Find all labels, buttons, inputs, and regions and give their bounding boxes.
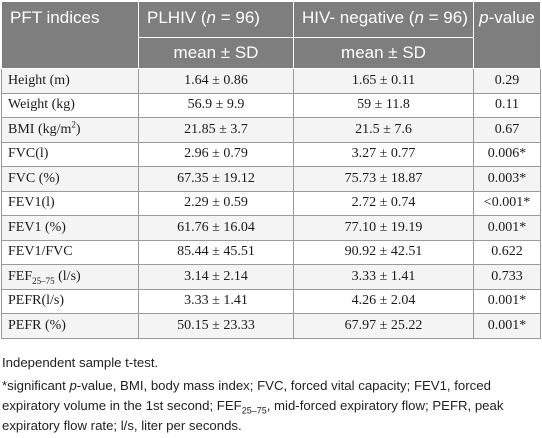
cell-plhiv: 3.14 ± 2.14 <box>138 264 294 290</box>
table-row: PEFR(l/s) 3.33 ± 1.41 4.26 ± 2.04 0.001* <box>1 288 541 314</box>
cell-plhiv: 1.64 ± 0.86 <box>138 68 294 94</box>
cell-p: 0.622 <box>473 239 541 265</box>
row-label: FVC(l) <box>1 141 139 167</box>
cell-plhiv: 85.44 ± 45.51 <box>138 239 294 265</box>
header-p-value: p-value <box>473 1 541 69</box>
header-row: PFT indices PLHIV (n = 96) HIV- negative… <box>1 1 541 69</box>
header-plhiv: PLHIV (n = 96) <box>138 1 294 38</box>
cell-p: 0.001* <box>473 313 541 339</box>
cell-p: 0.11 <box>473 92 541 118</box>
subheader-row: mean ± SD mean ± SD <box>2 37 541 69</box>
pft-table: PFT indices PLHIV (n = 96) HIV- negative… <box>1 1 541 339</box>
cell-p: 0.003* <box>473 166 541 192</box>
cell-neg: 1.65 ± 0.11 <box>293 68 474 94</box>
row-label: FEV1/FVC <box>1 239 139 265</box>
cell-neg: 21.5 ± 7.6 <box>293 117 474 143</box>
row-label: PEFR (%) <box>1 313 139 339</box>
row-label: Weight (kg) <box>1 92 139 118</box>
cell-neg: 77.10 ± 19.19 <box>293 215 474 241</box>
cell-p: <0.001* <box>473 190 541 216</box>
row-label: FEV1(l) <box>1 190 139 216</box>
subheader-neg-mean-sd: mean ± SD <box>293 37 474 69</box>
cell-plhiv: 2.96 ± 0.79 <box>138 141 294 167</box>
table-row: FVC(l) 2.96 ± 0.79 3.27 ± 0.77 0.006* <box>1 141 541 167</box>
table-row: FEV1/FVC 85.44 ± 45.51 90.92 ± 42.51 0.6… <box>1 239 541 265</box>
cell-neg: 3.33 ± 1.41 <box>293 264 474 290</box>
table-row: Weight (kg) 56.9 ± 9.9 59 ± 11.8 0.11 <box>1 92 541 118</box>
subheader-plhiv-mean-sd: mean ± SD <box>138 37 294 69</box>
table-row: FVC (%) 67.35 ± 19.12 75.73 ± 18.87 0.00… <box>1 166 541 192</box>
row-label: FEV1 (%) <box>1 215 139 241</box>
cell-p: 0.29 <box>473 68 541 94</box>
table-body: Height (m) 1.64 ± 0.86 1.65 ± 0.11 0.29 … <box>1 68 541 339</box>
header-hiv-negative: HIV- negative (n = 96) <box>293 1 474 38</box>
cell-neg: 3.27 ± 0.77 <box>293 141 474 167</box>
footnote-abbreviations: *significant p-value, BMI, body mass ind… <box>2 378 504 433</box>
table-row: FEV1(l) 2.29 ± 0.59 2.72 ± 0.74 <0.001* <box>1 190 541 216</box>
footnote-test: Independent sample t-test. <box>2 355 159 370</box>
cell-p: 0.001* <box>473 288 541 314</box>
table-footnotes: Independent sample t-test. *significant … <box>2 353 536 436</box>
cell-plhiv: 2.29 ± 0.59 <box>138 190 294 216</box>
cell-p: 0.006* <box>473 141 541 167</box>
row-label: Height (m) <box>1 68 139 94</box>
table-row: PEFR (%) 50.15 ± 23.33 67.97 ± 25.22 0.0… <box>1 313 541 339</box>
cell-plhiv: 61.76 ± 16.04 <box>138 215 294 241</box>
cell-neg: 59 ± 11.8 <box>293 92 474 118</box>
cell-p: 0.67 <box>473 117 541 143</box>
table-row: FEV1 (%) 61.76 ± 16.04 77.10 ± 19.19 0.0… <box>1 215 541 241</box>
cell-plhiv: 21.85 ± 3.7 <box>138 117 294 143</box>
row-label: FVC (%) <box>1 166 139 192</box>
pft-table-container: PFT indices PLHIV (n = 96) HIV- negative… <box>1 1 541 339</box>
table-row: Height (m) 1.64 ± 0.86 1.65 ± 0.11 0.29 <box>1 68 541 94</box>
cell-neg: 4.26 ± 2.04 <box>293 288 474 314</box>
cell-p: 0.001* <box>473 215 541 241</box>
row-label: FEF25–75 (l/s) <box>1 264 139 290</box>
row-label: BMI (kg/m2) <box>1 117 139 143</box>
cell-plhiv: 67.35 ± 19.12 <box>138 166 294 192</box>
cell-plhiv: 56.9 ± 9.9 <box>138 92 294 118</box>
cell-plhiv: 3.33 ± 1.41 <box>138 288 294 314</box>
cell-neg: 67.97 ± 25.22 <box>293 313 474 339</box>
cell-neg: 2.72 ± 0.74 <box>293 190 474 216</box>
row-label: PEFR(l/s) <box>1 288 139 314</box>
cell-plhiv: 50.15 ± 23.33 <box>138 313 294 339</box>
table-row: FEF25–75 (l/s) 3.14 ± 2.14 3.33 ± 1.41 0… <box>1 264 541 290</box>
cell-neg: 75.73 ± 18.87 <box>293 166 474 192</box>
cell-neg: 90.92 ± 42.51 <box>293 239 474 265</box>
cell-p: 0.733 <box>473 264 541 290</box>
table-row: BMI (kg/m2) 21.85 ± 3.7 21.5 ± 7.6 0.67 <box>1 117 541 143</box>
header-pft-indices: PFT indices <box>1 1 139 69</box>
